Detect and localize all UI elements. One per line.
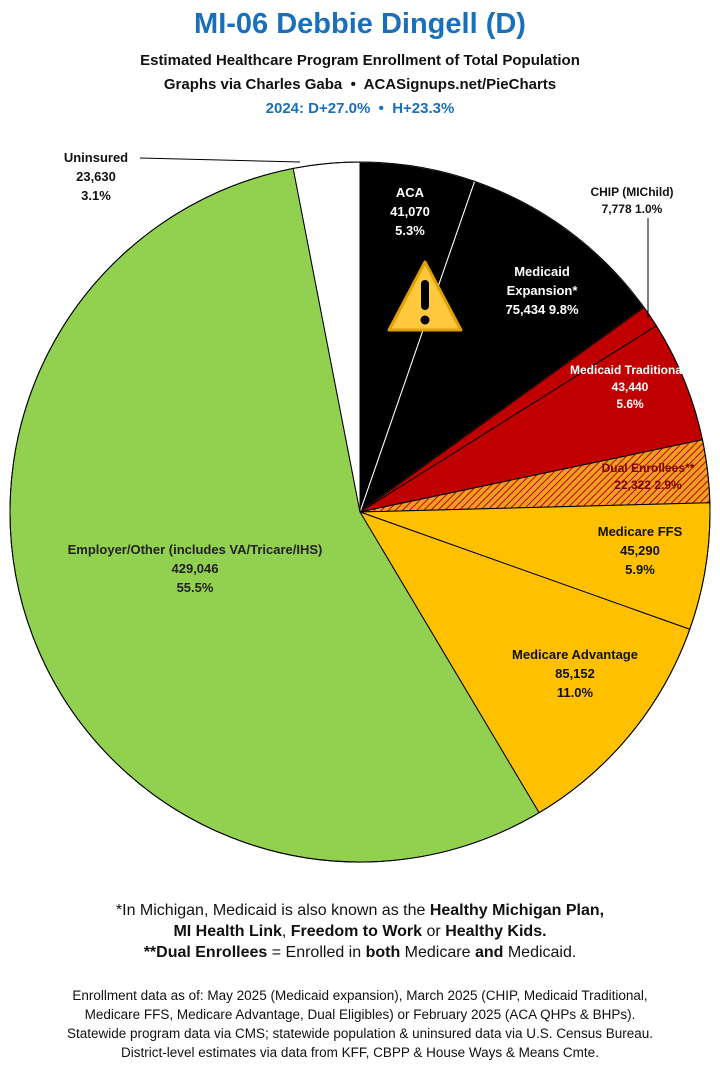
slice-label: CHIP (MIChild) 7,778 1.0% [557,184,707,218]
note-text: Medicare [400,944,475,961]
slice-label: Dual Enrollees** 22,322 2.9% [583,460,713,494]
note-text: and [474,944,504,961]
note-text: *In Michigan, Medicaid is also known as … [115,902,430,919]
slice-label: Medicare FFS 45,290 5.9% [575,522,705,579]
chart-title: MI-06 Debbie Dingell (D) [194,8,526,40]
value-label: 7,778 [601,202,632,216]
leader-line [139,157,301,163]
credit: Graphs via Charles Gaba • ACASignups.net… [163,76,557,93]
value-label: 23,630 [76,169,116,184]
value-label: 45,290 [620,543,660,558]
slice-label: Employer/Other (includes VA/Tricare/IHS)… [65,540,325,597]
value-label: 41,070 [390,204,430,219]
value-label: 75,434 [505,302,546,317]
slice-label: Medicaid Traditional* 43,440 5.6% [565,362,695,413]
share-label: 55.5% [176,580,214,595]
subtitle: Estimated Healthcare Program Enrollment … [140,52,580,69]
source-line: Enrollment data as of: May 2025 (Medicai… [72,988,648,1003]
source-line: Medicare FFS, Medicare Advantage, Dual E… [84,1007,636,1022]
category-label: Uninsured [63,150,129,165]
share-label: 2.9% [654,478,682,492]
slice-label: Medicare Advantage 85,152 11.0% [510,645,640,702]
source-line: Statewide program data via CMS; statewid… [66,1026,654,1041]
share-label: 11.0% [556,685,594,700]
note-text: Healthy Kids. [445,923,547,940]
category-label: Medicaid Traditional* [569,363,691,377]
note-text: Healthy Michigan Plan, [429,902,605,919]
source-line: District-level estimates via data from K… [121,1045,599,1060]
sources: Enrollment data as of: May 2025 (Medicai… [0,986,720,1062]
category-label: Employer/Other (includes VA/Tricare/IHS) [67,542,323,557]
share-label: 5.9% [625,562,655,577]
pie-outline [9,161,711,863]
share-label: 5.3% [395,223,425,238]
note-text: Medicaid. [503,944,577,961]
value-label: 22,322 [614,478,651,492]
note-text: , [281,923,291,940]
warning-mark [421,280,429,310]
share-label: 9.8% [548,302,579,317]
value-label: 85,152 [555,666,595,681]
note-text: **Dual Enrollees [143,944,268,961]
partisan-lean: 2024: D+27.0% • H+23.3% [265,100,455,117]
category-label: CHIP (MIChild) [590,185,674,199]
note-text: = Enrolled in [267,944,366,961]
share-label: 5.6% [616,397,644,411]
warning-dot [420,315,430,325]
category-label: Medicaid Expansion* [506,264,578,298]
warning-icon [387,260,463,332]
value-label: 429,046 [171,561,219,576]
slice-label: Medicaid Expansion* 75,434 9.8% [477,262,607,319]
share-label: 3.1% [81,188,111,203]
category-label: ACA [395,185,425,200]
category-label: Dual Enrollees** [601,461,695,475]
category-label: Medicare FFS [597,524,683,539]
note-text: both [365,944,401,961]
value-label: 43,440 [611,380,649,394]
footnote: *In Michigan, Medicaid is also known as … [0,900,720,963]
slice-label: Uninsured 23,630 3.1% [31,148,161,205]
note-text: or [422,923,446,940]
category-label: Medicare Advantage [512,647,638,662]
note-text: Freedom to Work [290,923,423,940]
share-label: 1.0% [635,202,663,216]
note-text: MI Health Link [173,923,282,940]
slice-label: ACA 41,070 5.3% [345,183,475,240]
